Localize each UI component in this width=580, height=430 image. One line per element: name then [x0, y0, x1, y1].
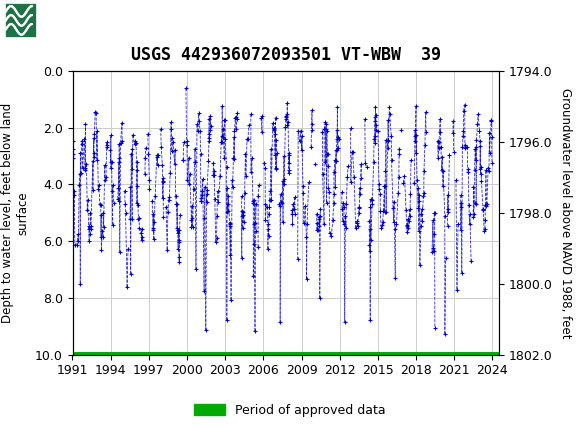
Text: USGS: USGS — [39, 11, 99, 30]
Bar — [5, 3, 37, 37]
Title: USGS 442936072093501 VT-WBW  39: USGS 442936072093501 VT-WBW 39 — [130, 46, 441, 64]
Y-axis label: Groundwater level above NAVD 1988, feet: Groundwater level above NAVD 1988, feet — [559, 88, 572, 338]
Y-axis label: Depth to water level, feet below land
surface: Depth to water level, feet below land su… — [1, 103, 30, 323]
Legend: Period of approved data: Period of approved data — [189, 399, 391, 421]
